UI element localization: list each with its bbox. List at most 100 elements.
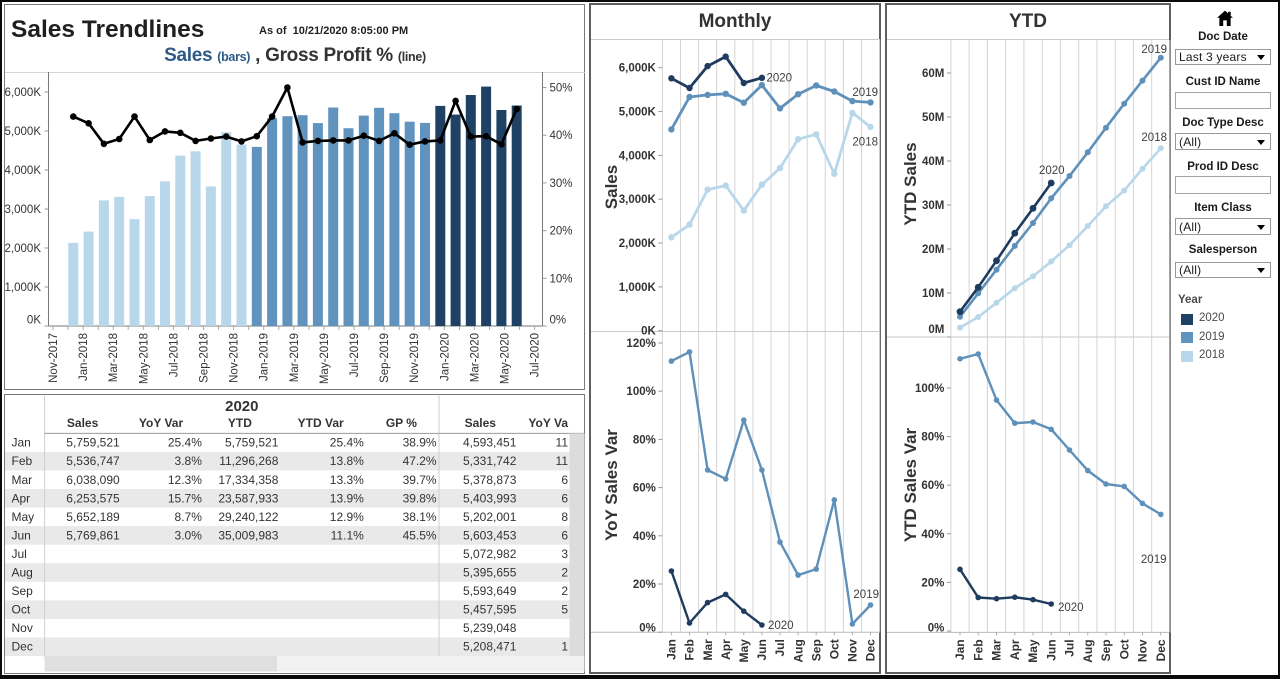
svg-text:20%: 20% [550, 226, 573, 238]
svg-text:May-2020: May-2020 [500, 333, 512, 384]
svg-text:2,000K: 2,000K [5, 243, 42, 255]
svg-text:47.2%: 47.2% [403, 454, 437, 468]
svg-text:40%: 40% [550, 130, 573, 142]
svg-text:39.7%: 39.7% [403, 473, 437, 487]
svg-text:3,000K: 3,000K [5, 204, 42, 216]
svg-text:4,000K: 4,000K [619, 150, 657, 162]
svg-text:5,331,742: 5,331,742 [463, 454, 517, 468]
svg-text:Sep: Sep [12, 584, 34, 598]
svg-text:40M: 40M [922, 156, 944, 168]
svg-text:4,000K: 4,000K [5, 165, 42, 177]
svg-text:Feb: Feb [683, 639, 697, 660]
svg-text:YoY Var: YoY Var [139, 416, 184, 430]
svg-text:Jun: Jun [12, 528, 31, 542]
svg-text:0K: 0K [27, 315, 41, 327]
svg-text:Oct: Oct [12, 603, 31, 617]
svg-text:Apr: Apr [719, 639, 733, 660]
svg-text:Dec: Dec [12, 640, 33, 654]
svg-text:Mar: Mar [990, 639, 1004, 661]
svg-text:6,000K: 6,000K [5, 87, 42, 99]
svg-text:Jul-2019: Jul-2019 [349, 333, 361, 377]
svg-text:6,253,575: 6,253,575 [66, 491, 120, 505]
svg-text:Sales: Sales [465, 416, 497, 430]
svg-text:YTD: YTD [228, 416, 252, 430]
svg-text:20%: 20% [921, 577, 944, 589]
svg-text:6: 6 [561, 491, 568, 505]
svg-text:Dec: Dec [1154, 639, 1168, 661]
svg-text:17,334,358: 17,334,358 [218, 473, 278, 487]
svg-text:2: 2 [561, 584, 568, 598]
svg-text:Sales: Sales [67, 416, 99, 430]
svg-text:11: 11 [556, 454, 569, 468]
svg-text:25.4%: 25.4% [330, 436, 364, 450]
svg-text:3,000K: 3,000K [619, 194, 657, 206]
svg-text:2020: 2020 [1058, 602, 1084, 614]
svg-text:5,208,471: 5,208,471 [463, 640, 517, 654]
svg-text:2: 2 [561, 566, 568, 580]
svg-text:May-2018: May-2018 [138, 333, 150, 384]
svg-text:40%: 40% [633, 531, 656, 543]
svg-text:YTD Var: YTD Var [298, 416, 344, 430]
svg-text:40%: 40% [921, 529, 944, 541]
svg-text:45.5%: 45.5% [403, 528, 437, 542]
svg-text:5,000K: 5,000K [619, 107, 657, 119]
svg-text:8: 8 [561, 510, 568, 524]
svg-text:YTD Sales Var: YTD Sales Var [901, 427, 920, 542]
svg-text:6: 6 [561, 528, 568, 542]
svg-text:5,769,861: 5,769,861 [66, 528, 120, 542]
svg-text:Nov: Nov [1136, 639, 1150, 662]
svg-text:35,009,983: 35,009,983 [218, 528, 278, 542]
svg-text:13.3%: 13.3% [330, 473, 364, 487]
svg-text:6,038,090: 6,038,090 [66, 473, 120, 487]
svg-text:100%: 100% [626, 386, 655, 398]
svg-text:2020: 2020 [1039, 165, 1065, 177]
svg-text:1,000K: 1,000K [619, 282, 657, 294]
svg-text:5,536,747: 5,536,747 [66, 454, 120, 468]
svg-text:60%: 60% [633, 483, 656, 495]
svg-text:Jan: Jan [953, 639, 967, 660]
svg-text:2020: 2020 [768, 620, 794, 632]
svg-text:Jul-2018: Jul-2018 [168, 333, 180, 377]
svg-text:Jan-2020: Jan-2020 [439, 333, 451, 381]
svg-text:Aug: Aug [1081, 639, 1095, 662]
svg-text:Sep-2018: Sep-2018 [199, 333, 211, 383]
svg-text:May: May [1026, 639, 1040, 663]
svg-text:50M: 50M [922, 112, 944, 124]
svg-text:80%: 80% [633, 434, 656, 446]
svg-text:25.4%: 25.4% [168, 436, 202, 450]
svg-text:5: 5 [561, 603, 568, 617]
svg-text:0%: 0% [928, 623, 945, 635]
svg-text:5,378,873: 5,378,873 [463, 473, 517, 487]
svg-text:8.7%: 8.7% [175, 510, 203, 524]
svg-text:Mar-2018: Mar-2018 [108, 333, 120, 382]
svg-text:5,652,189: 5,652,189 [66, 510, 120, 524]
svg-text:1: 1 [561, 640, 568, 654]
svg-text:12.9%: 12.9% [330, 510, 364, 524]
svg-text:YoY Sales Var: YoY Sales Var [602, 429, 621, 541]
svg-text:20M: 20M [922, 244, 944, 256]
svg-text:0%: 0% [550, 315, 567, 327]
svg-text:3.8%: 3.8% [175, 454, 203, 468]
svg-text:Oct: Oct [828, 639, 842, 659]
svg-text:Feb: Feb [971, 639, 985, 660]
svg-text:38.9%: 38.9% [403, 436, 437, 450]
svg-text:Jan: Jan [665, 639, 679, 660]
svg-text:Nov-2017: Nov-2017 [48, 333, 60, 383]
svg-text:60%: 60% [921, 480, 944, 492]
svg-text:2018: 2018 [852, 137, 878, 149]
svg-text:3.0%: 3.0% [175, 528, 203, 542]
svg-text:Aug: Aug [12, 566, 33, 580]
svg-text:11: 11 [556, 436, 569, 450]
svg-text:29,240,122: 29,240,122 [218, 510, 278, 524]
svg-text:2019: 2019 [1141, 554, 1167, 566]
svg-text:2,000K: 2,000K [619, 238, 657, 250]
svg-text:4,593,451: 4,593,451 [463, 436, 517, 450]
svg-text:12.3%: 12.3% [168, 473, 202, 487]
svg-text:0M: 0M [928, 324, 944, 336]
svg-text:Apr: Apr [1008, 639, 1022, 660]
svg-text:2019: 2019 [852, 87, 878, 99]
svg-text:5,603,453: 5,603,453 [463, 528, 517, 542]
svg-text:Sep-2019: Sep-2019 [379, 333, 391, 383]
svg-text:5,593,649: 5,593,649 [463, 584, 517, 598]
svg-text:13.8%: 13.8% [330, 454, 364, 468]
